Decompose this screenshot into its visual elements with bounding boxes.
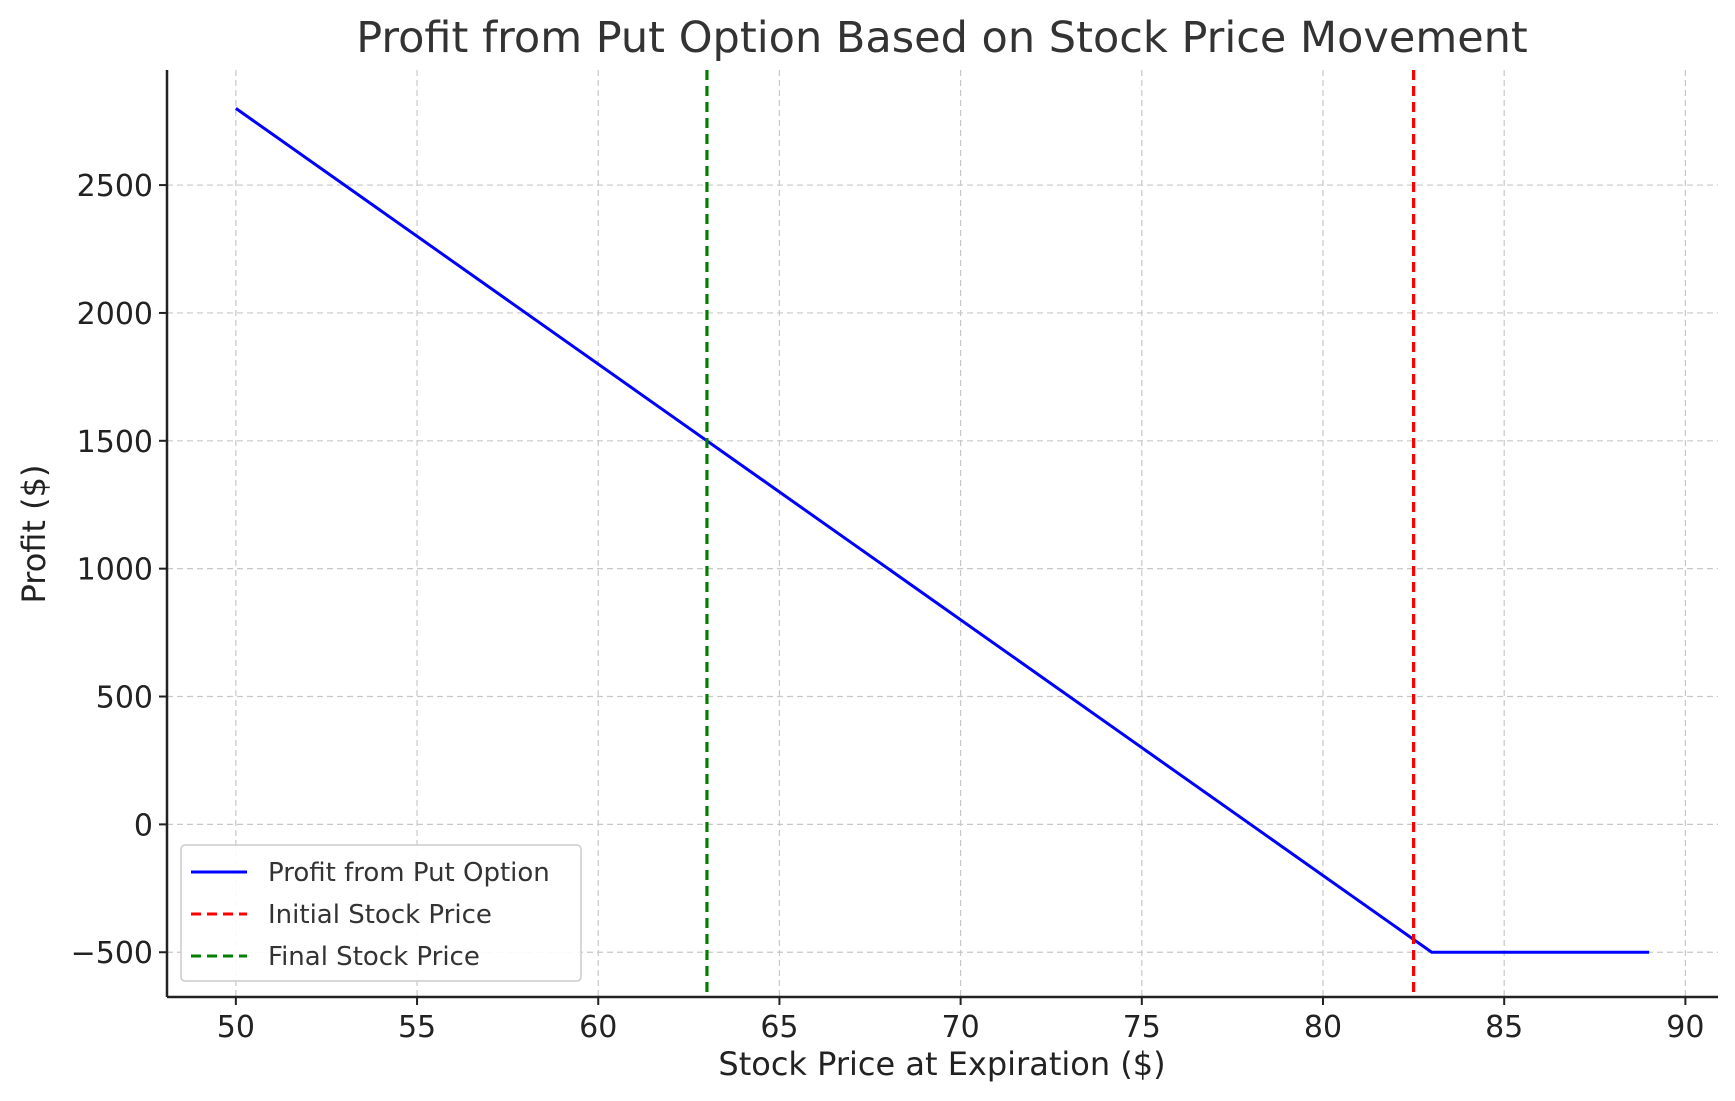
y-tick-label: 1000 <box>77 553 153 588</box>
y-tick-label: 0 <box>134 808 153 843</box>
x-tick-label: 60 <box>579 1010 617 1045</box>
y-tick-label: −500 <box>71 936 153 971</box>
legend-label-initial-price: Initial Stock Price <box>268 900 492 930</box>
y-tick-label: 500 <box>96 681 153 716</box>
x-axis-label: Stock Price at Expiration ($) <box>718 1045 1165 1083</box>
x-tick-label: 75 <box>1123 1010 1161 1045</box>
y-axis-label: Profit ($) <box>15 465 53 604</box>
series-line-put-profit <box>234 107 1650 954</box>
legend-label-final-price: Final Stock Price <box>268 942 480 972</box>
y-tick-label: 1500 <box>77 425 153 460</box>
chart-title: Profit from Put Option Based on Stock Pr… <box>356 13 1528 63</box>
x-tick-label: 80 <box>1304 1010 1342 1045</box>
legend-label-put-profit: Profit from Put Option <box>268 858 550 888</box>
x-tick-label: 55 <box>398 1010 436 1045</box>
y-tick-label: 2000 <box>77 297 153 332</box>
tick-layer: 50 55 60 65 70 75 80 85 90 −500 0 500 1000 1500 2000 25… <box>71 169 1705 1045</box>
x-tick-label: 50 <box>217 1010 255 1045</box>
legend-box <box>180 844 582 982</box>
series-layer <box>234 70 1650 997</box>
x-tick-label: 70 <box>942 1010 980 1045</box>
x-tick-label: 85 <box>1485 1010 1523 1045</box>
axes-layer <box>165 70 1718 999</box>
x-tick-label: 90 <box>1666 1010 1704 1045</box>
x-tick-label: 65 <box>760 1010 798 1045</box>
legend: Profit from Put Option Initial Stock Pri… <box>180 844 582 982</box>
grid-layer <box>167 70 1718 997</box>
y-tick-label: 2500 <box>77 169 153 204</box>
